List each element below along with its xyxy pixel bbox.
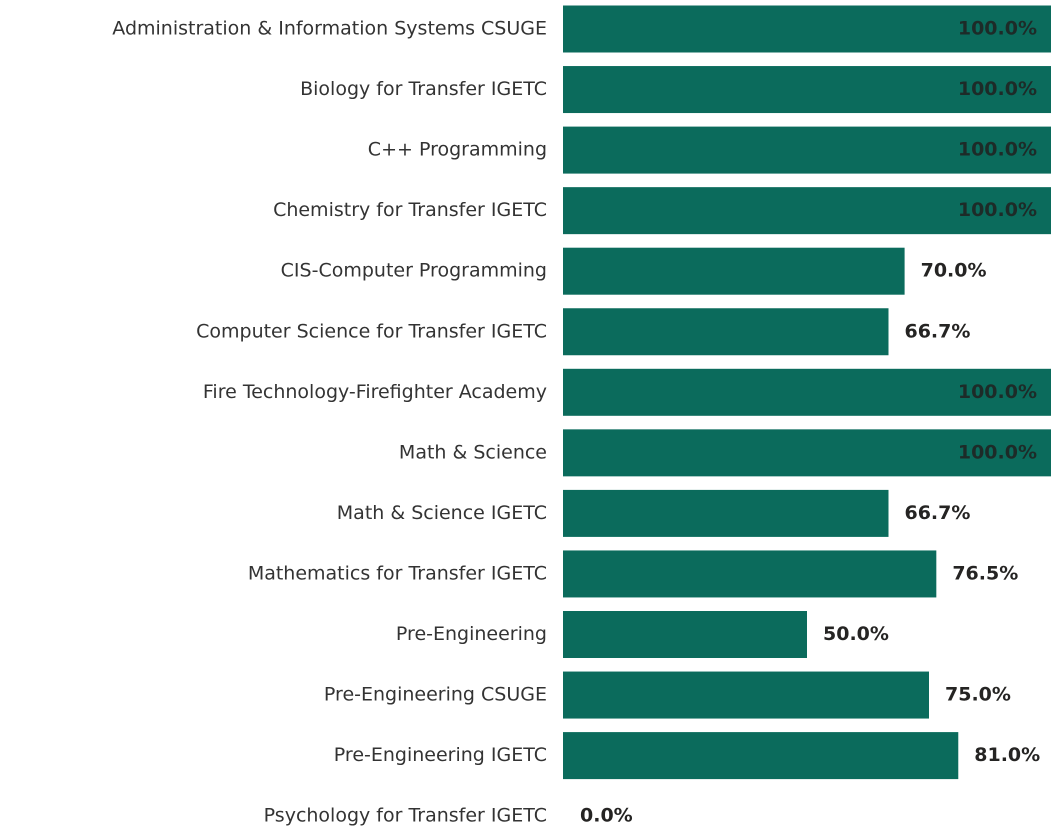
category-label: Fire Technology-Firefighter Academy xyxy=(203,381,547,403)
data-label: 81.0% xyxy=(974,744,1040,766)
bar xyxy=(563,550,937,598)
category-label: Chemistry for Transfer IGETC xyxy=(273,199,547,221)
category-label: Computer Science for Transfer IGETC xyxy=(196,320,547,342)
bar xyxy=(563,66,1051,114)
bar xyxy=(563,187,1051,235)
data-label: 70.0% xyxy=(921,260,987,282)
bar xyxy=(563,368,1051,416)
data-label: 100.0% xyxy=(958,78,1037,100)
data-label: 76.5% xyxy=(952,562,1018,584)
category-label: Math & Science xyxy=(399,441,547,463)
data-label: 100.0% xyxy=(958,381,1037,403)
category-label: Pre-Engineering IGETC xyxy=(334,744,547,766)
bar xyxy=(563,611,807,658)
data-label: 75.0% xyxy=(945,684,1011,706)
bar xyxy=(563,5,1051,53)
bar xyxy=(563,308,889,356)
bar xyxy=(563,429,1051,477)
category-label: Pre-Engineering CSUGE xyxy=(324,684,547,706)
data-label: 66.7% xyxy=(904,502,970,524)
bar xyxy=(563,247,905,295)
category-label: Math & Science IGETC xyxy=(337,502,547,524)
category-label: Psychology for Transfer IGETC xyxy=(264,805,547,827)
category-label: Biology for Transfer IGETC xyxy=(300,78,547,100)
category-label: Mathematics for Transfer IGETC xyxy=(248,562,547,584)
category-label: CIS-Computer Programming xyxy=(281,260,547,282)
data-label: 66.7% xyxy=(904,320,970,342)
category-label: Administration & Information Systems CSU… xyxy=(112,18,547,40)
data-label: 100.0% xyxy=(958,441,1037,463)
bar xyxy=(563,126,1051,174)
data-label: 100.0% xyxy=(958,18,1037,40)
bar xyxy=(563,732,959,780)
data-label: 100.0% xyxy=(958,139,1037,161)
bar xyxy=(563,671,929,719)
category-label: C++ Programming xyxy=(368,139,547,161)
category-label: Pre-Engineering xyxy=(396,623,547,645)
bar xyxy=(563,489,889,537)
data-label: 0.0% xyxy=(580,805,633,827)
data-label: 100.0% xyxy=(958,199,1037,221)
data-label: 50.0% xyxy=(823,623,889,645)
